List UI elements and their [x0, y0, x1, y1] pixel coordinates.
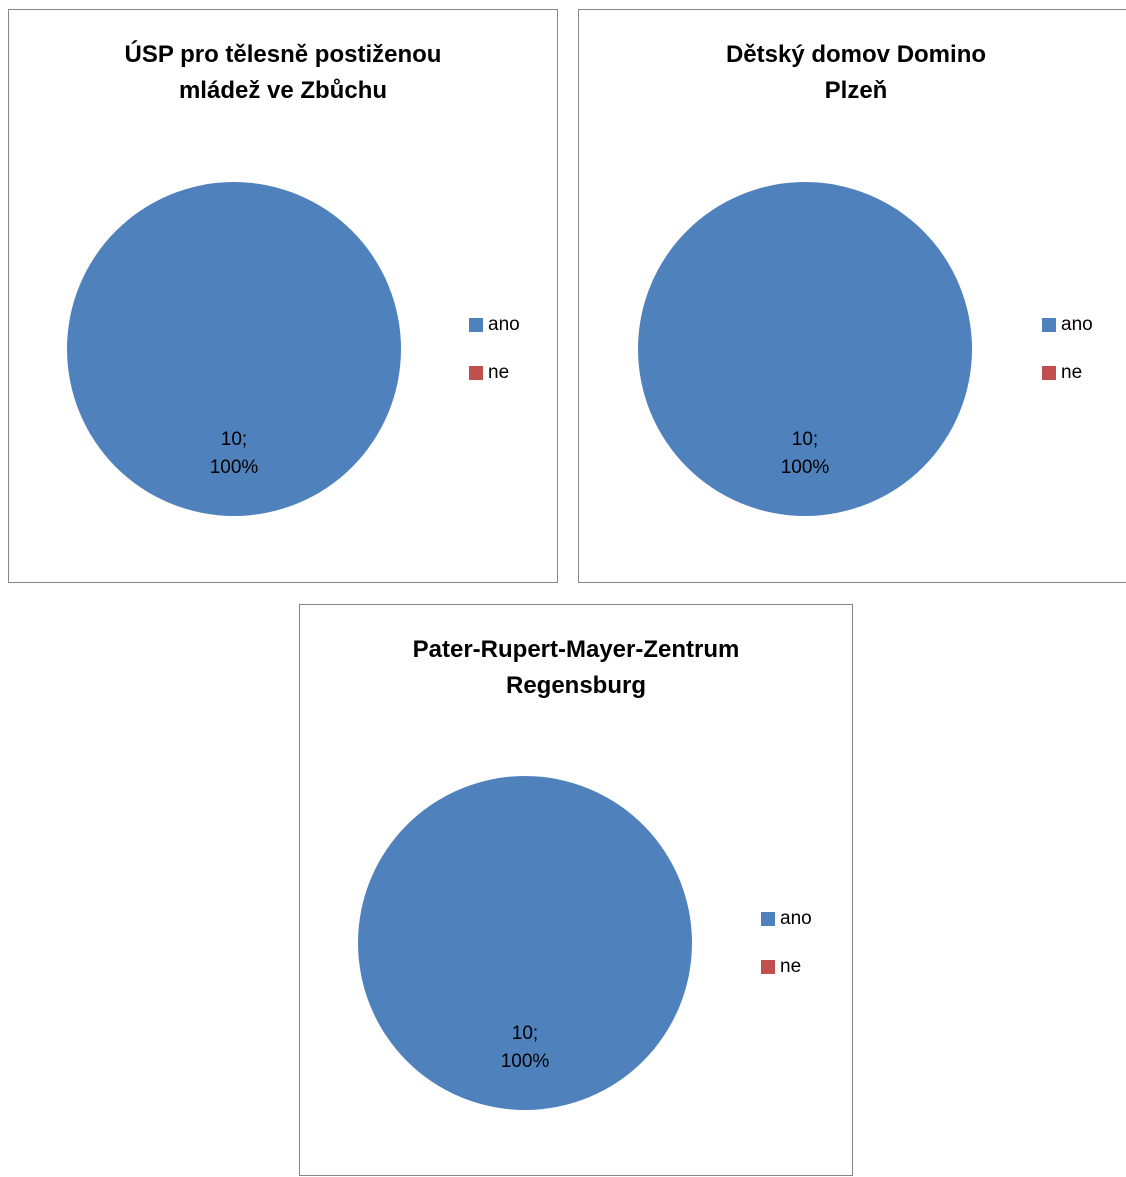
- pie-chart: 10; 100%: [638, 182, 972, 516]
- legend-swatch: [1042, 366, 1056, 380]
- pie-chart: 10; 100%: [67, 182, 401, 516]
- legend-item-ne: ne: [1042, 361, 1093, 385]
- legend-label: ne: [780, 956, 802, 977]
- chart-panel: ÚSP pro tělesně postiženou mládež ve Zbů…: [8, 9, 558, 583]
- legend-item-ne: ne: [469, 361, 520, 385]
- chart-title-line: Plzeň: [824, 77, 888, 104]
- data-label: 10;: [221, 429, 247, 450]
- legend: ano ne: [1042, 313, 1093, 409]
- legend-swatch: [469, 366, 483, 380]
- legend-label: ano: [1061, 314, 1093, 335]
- pie-slice-ano: [638, 182, 972, 516]
- legend-swatch: [761, 960, 775, 974]
- legend-item-ano: ano: [761, 907, 812, 931]
- pie-slice-ano: [358, 776, 692, 1110]
- chart-title-line: Regensburg: [505, 672, 646, 699]
- legend-swatch: [1042, 318, 1056, 332]
- legend-item-ano: ano: [1042, 313, 1093, 337]
- data-label: 100%: [210, 457, 259, 478]
- data-label: 100%: [501, 1051, 550, 1072]
- legend-item-ne: ne: [761, 955, 812, 979]
- legend-swatch: [761, 912, 775, 926]
- legend: ano ne: [469, 313, 520, 409]
- chart-title-line: Dětský domov Domino: [725, 41, 987, 68]
- chart-title: Pater-Rupert-Mayer-Zentrum Regensburg: [356, 632, 796, 704]
- chart-title: Dětský domov Domino Plzeň: [676, 37, 1036, 109]
- legend-label: ne: [1061, 362, 1083, 383]
- pie-slice-ano: [67, 182, 401, 516]
- pie-chart: 10; 100%: [358, 776, 692, 1110]
- legend-label: ano: [780, 908, 812, 929]
- legend-item-ano: ano: [469, 313, 520, 337]
- chart-panel: Dětský domov Domino Plzeň 10; 100% ano ne: [578, 9, 1126, 583]
- chart-title-line: Pater-Rupert-Mayer-Zentrum: [412, 636, 740, 663]
- chart-title-line: ÚSP pro tělesně postiženou: [124, 41, 442, 68]
- legend-label: ne: [488, 362, 510, 383]
- chart-title: ÚSP pro tělesně postiženou mládež ve Zbů…: [73, 37, 493, 109]
- data-label: 100%: [781, 457, 830, 478]
- legend-label: ano: [488, 314, 520, 335]
- chart-title-line: mládež ve Zbůchu: [178, 77, 388, 104]
- data-label: 10;: [512, 1023, 538, 1044]
- legend-swatch: [469, 318, 483, 332]
- data-label: 10;: [792, 429, 818, 450]
- legend: ano ne: [761, 907, 812, 1003]
- chart-panel: Pater-Rupert-Mayer-Zentrum Regensburg 10…: [299, 604, 853, 1176]
